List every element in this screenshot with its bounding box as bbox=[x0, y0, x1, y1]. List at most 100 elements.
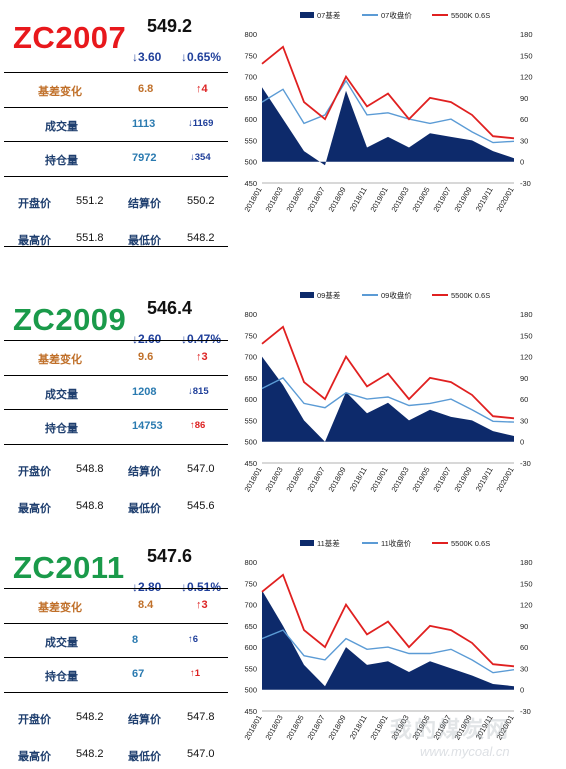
x-axis-tick: 2019/01 bbox=[368, 186, 389, 214]
left-axis-tick: 650 bbox=[244, 622, 257, 631]
row-value: 8 bbox=[132, 634, 139, 646]
table-divider bbox=[4, 375, 228, 376]
row-label: 持仓量 bbox=[45, 155, 78, 167]
left-axis-tick: 600 bbox=[244, 643, 257, 652]
last-price: 546.4 bbox=[147, 298, 193, 318]
basis-area bbox=[262, 590, 514, 690]
row-label: 成交量 bbox=[45, 637, 78, 649]
open-interest-row: 持仓量 7972 ↓354 bbox=[0, 146, 232, 170]
price-change-abs: ↓2.60 bbox=[132, 332, 162, 346]
row-value: 6.8 bbox=[138, 83, 154, 95]
left-axis-tick: 500 bbox=[244, 686, 257, 695]
contract-code: ZC2011 bbox=[13, 550, 125, 585]
watermark-logo-text: 我的煤炭网 bbox=[390, 717, 511, 742]
x-axis-tick: 2018/01 bbox=[242, 186, 263, 214]
price-value: 547.0 bbox=[187, 463, 215, 475]
x-axis-tick: 2018/01 bbox=[242, 714, 263, 742]
row-delta: ↓354 bbox=[190, 152, 211, 163]
x-axis-tick: 2019/05 bbox=[410, 186, 431, 214]
left-axis-tick: 800 bbox=[244, 558, 257, 567]
contract-panel-zc2009: ZC2009 546.4 ↓2.60 ↓0.47% 基差变化 9.6 ↑3 成交量 1208 ↓8… bbox=[0, 282, 566, 522]
left-axis-tick: 750 bbox=[244, 331, 257, 340]
x-axis-tick: 2018/01 bbox=[242, 466, 263, 494]
x-axis-tick: 2019/07 bbox=[431, 466, 452, 494]
last-price: 549.2 bbox=[147, 16, 193, 36]
left-axis-tick: 650 bbox=[244, 374, 257, 383]
row-delta: ↑4 bbox=[196, 83, 208, 95]
x-axis-tick: 2018/09 bbox=[326, 714, 347, 742]
right-axis-tick: 90 bbox=[520, 374, 528, 383]
row-delta: ↑6 bbox=[188, 634, 199, 645]
left-axis-tick: 450 bbox=[244, 707, 257, 716]
basis-change-row: 基差变化 6.8 ↑4 bbox=[0, 77, 232, 101]
table-divider bbox=[4, 409, 228, 410]
left-axis-tick: 450 bbox=[244, 179, 257, 188]
right-axis-tick: 0 bbox=[520, 686, 524, 695]
x-axis-tick: 2019/09 bbox=[452, 466, 473, 494]
row-label: 成交量 bbox=[45, 121, 78, 133]
open-settle-row: 开盘价 548.8 结算价 547.0 bbox=[0, 457, 232, 481]
x-axis-tick: 2020/01 bbox=[494, 186, 515, 214]
row-delta: ↑3 bbox=[196, 351, 208, 363]
x-axis-tick: 2018/11 bbox=[348, 714, 369, 742]
spot-price-line bbox=[261, 573, 515, 668]
price-label: 最低价 bbox=[128, 503, 161, 515]
volume-row: 成交量 1208 ↓815 bbox=[0, 380, 232, 404]
price-value: 547.0 bbox=[187, 748, 215, 760]
legend-label: 11基差 bbox=[317, 538, 340, 548]
right-axis-tick: -30 bbox=[520, 179, 531, 188]
price-label: 最高价 bbox=[18, 503, 51, 515]
legend-label: 5500K 0.6S bbox=[451, 291, 490, 300]
price-change-abs: ↓3.60 bbox=[132, 50, 162, 64]
x-axis-tick: 2019/03 bbox=[389, 186, 410, 214]
price-label: 结算价 bbox=[128, 466, 161, 478]
legend-label: 07基差 bbox=[317, 10, 341, 20]
table-divider bbox=[4, 657, 228, 658]
contract-panel-zc2007: ZC2007 549.2 ↓3.60 ↓0.65% 基差变化 6.8 ↑4 成交量 1113 ↓1… bbox=[0, 0, 566, 250]
right-axis-tick: 150 bbox=[520, 579, 533, 588]
right-axis-tick: 180 bbox=[520, 30, 533, 39]
x-axis-tick: 2019/03 bbox=[389, 466, 410, 494]
price-label: 开盘价 bbox=[18, 466, 51, 478]
left-axis-tick: 500 bbox=[244, 158, 257, 167]
right-axis-tick: 120 bbox=[520, 73, 533, 82]
table-divider bbox=[4, 340, 228, 341]
right-axis-tick: 30 bbox=[520, 664, 528, 673]
left-axis-tick: 750 bbox=[244, 51, 257, 60]
x-axis-tick: 2018/07 bbox=[305, 466, 326, 494]
price-value: 545.6 bbox=[187, 500, 215, 512]
x-axis-tick: 2019/11 bbox=[474, 186, 495, 214]
x-axis-tick: 2018/09 bbox=[326, 466, 347, 494]
left-axis-tick: 550 bbox=[244, 664, 257, 673]
x-axis-tick: 2018/05 bbox=[284, 714, 305, 742]
table-divider bbox=[4, 588, 228, 589]
left-axis-tick: 700 bbox=[244, 73, 257, 82]
legend-label: 07收盘价 bbox=[381, 10, 412, 20]
basis-price-chart: 09基差 09收盘价 5500K 0.6S450500550600650700750… bbox=[242, 290, 532, 494]
price-change-pct: ↓0.47% bbox=[181, 332, 222, 346]
price-label: 开盘价 bbox=[18, 714, 51, 726]
contract-code: ZC2007 bbox=[13, 20, 127, 55]
row-delta: ↓1169 bbox=[188, 118, 214, 129]
legend-label: 09基差 bbox=[317, 290, 341, 300]
x-axis-tick: 2018/03 bbox=[263, 186, 284, 214]
basis-price-chart: 11基差 11收盘价 5500K 0.6S450500550600650700750… bbox=[242, 538, 533, 742]
price-value: 550.2 bbox=[187, 195, 215, 207]
contract-code: ZC2009 bbox=[13, 302, 127, 337]
price-value: 548.2 bbox=[187, 232, 215, 244]
table-divider bbox=[4, 623, 228, 624]
right-axis-tick: 60 bbox=[520, 643, 528, 652]
basis-area bbox=[262, 356, 514, 442]
left-axis-tick: 700 bbox=[244, 601, 257, 610]
x-axis-tick: 2019/05 bbox=[410, 466, 431, 494]
right-axis-tick: 0 bbox=[520, 438, 524, 447]
table-divider bbox=[4, 246, 228, 247]
left-axis-tick: 450 bbox=[244, 459, 257, 468]
row-label: 持仓量 bbox=[45, 671, 78, 683]
table-divider bbox=[4, 444, 228, 445]
price-value: 548.8 bbox=[76, 500, 104, 512]
legend-label: 09收盘价 bbox=[381, 290, 412, 300]
right-axis-tick: 150 bbox=[520, 51, 533, 60]
row-label: 持仓量 bbox=[45, 423, 78, 435]
row-value: 8.4 bbox=[138, 599, 154, 611]
